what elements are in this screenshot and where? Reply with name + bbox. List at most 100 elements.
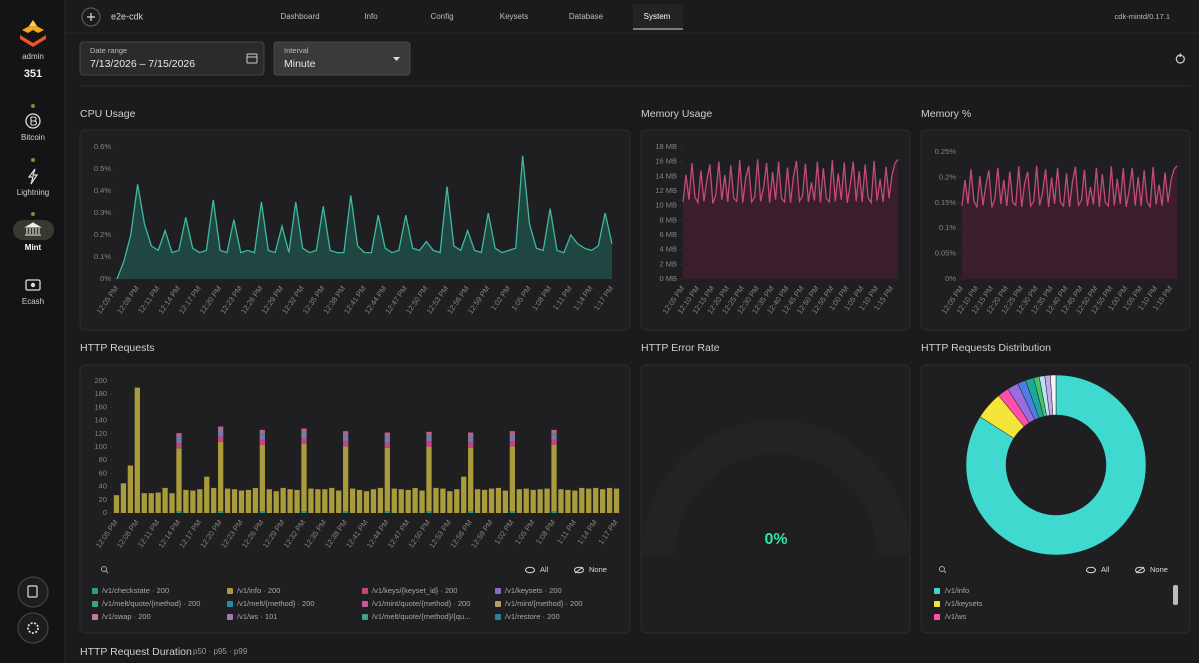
bar-segment: [176, 437, 182, 440]
refresh-arrow: [1179, 53, 1183, 57]
bar-segment: [551, 439, 557, 446]
bar-segment: [468, 442, 474, 448]
bar-segment: [218, 426, 224, 431]
legend-swatch: [934, 588, 940, 594]
y-tick-label: 14 MB: [655, 171, 677, 180]
bar-segment: [509, 446, 515, 512]
legend-swatch: [362, 588, 368, 594]
search-icon[interactable]: [939, 566, 945, 572]
search-icon-handle: [105, 570, 109, 574]
bar-segment: [363, 491, 370, 513]
bar-segment: [169, 493, 175, 513]
bar-segment: [440, 488, 446, 513]
tab[interactable]: Info: [364, 12, 378, 21]
bar-segment: [308, 488, 314, 513]
bar-segment: [197, 489, 203, 513]
legend-label: /v1/melt/quote/{method}/{qu...: [372, 612, 470, 621]
y-tick-label: 0.1%: [94, 252, 111, 261]
y-tick-label: 16 MB: [655, 157, 677, 166]
chart-title: HTTP Requests Distribution: [921, 342, 1051, 354]
bar-segment: [468, 511, 474, 513]
scrollbar[interactable]: [1173, 585, 1178, 605]
y-tick-label: 0.25%: [935, 147, 957, 156]
status-dot: [31, 104, 35, 108]
tab[interactable]: Config: [430, 12, 453, 21]
tab[interactable]: Database: [569, 12, 604, 21]
chart-title: HTTP Error Rate: [641, 342, 720, 354]
tab[interactable]: Dashboard: [280, 12, 319, 21]
bar-segment: [481, 489, 488, 513]
version: cdk-mintd/0.17.1: [1115, 12, 1170, 21]
date-range-input[interactable]: [79, 41, 265, 76]
bar-segment: [509, 437, 515, 442]
bar-segment: [426, 447, 432, 512]
legend-swatch: [92, 588, 98, 594]
gauge-track: [641, 420, 911, 556]
bar-segment: [322, 489, 328, 513]
y-tick-label: 0.4%: [94, 186, 111, 195]
legend-all[interactable]: All: [1101, 565, 1110, 574]
legend-all[interactable]: All: [540, 565, 549, 574]
legend-none[interactable]: None: [1150, 565, 1168, 574]
legend-none[interactable]: None: [589, 565, 607, 574]
chart-title: Memory %: [921, 108, 971, 120]
y-tick-label: 40: [99, 482, 107, 491]
ecash-icon-dot: [30, 282, 36, 288]
nav-mint[interactable]: Mint: [25, 243, 42, 252]
calendar-icon[interactable]: [246, 53, 258, 64]
bar-segment: [551, 445, 557, 512]
bar-segment: [530, 489, 536, 513]
bar-segment: [252, 487, 259, 513]
add-button[interactable]: [81, 7, 101, 27]
refresh-button[interactable]: [1175, 54, 1185, 64]
bar-segment: [211, 487, 217, 513]
bar-segment: [349, 488, 356, 513]
eye-off-slash: [1135, 566, 1145, 574]
bar-segment: [294, 489, 300, 513]
tab[interactable]: System: [644, 12, 671, 21]
legend-label: /v1/keysets · 200: [505, 586, 562, 595]
y-tick-label: 120: [94, 429, 107, 438]
interval-select[interactable]: [273, 41, 411, 76]
search-icon[interactable]: [101, 566, 107, 572]
bar-segment: [343, 431, 349, 436]
bar-segment: [259, 445, 265, 512]
bar-segment: [426, 435, 432, 438]
bar-segment: [190, 490, 196, 513]
legend-label: /v1/swap · 200: [102, 612, 151, 621]
bar-segment: [204, 476, 210, 513]
bar-segment: [141, 493, 147, 513]
bar-segment: [231, 489, 238, 513]
legend-swatch: [934, 614, 940, 620]
bar-segment: [176, 511, 182, 513]
bar-segment: [315, 489, 321, 513]
bar-segment: [218, 436, 224, 442]
bar-segment: [176, 433, 182, 438]
y-tick-label: 4 MB: [659, 245, 677, 254]
bar-segment: [259, 511, 265, 513]
bar-segment: [551, 511, 557, 513]
bar-segment: [224, 488, 231, 513]
nav-lightning[interactable]: Lightning: [17, 188, 49, 197]
bitcoin-icon: [25, 113, 41, 129]
bar-segment: [218, 441, 224, 512]
backup-button[interactable]: [17, 576, 49, 608]
y-tick-label: 0 MB: [659, 274, 677, 283]
bar-segment: [266, 489, 272, 513]
settings-button[interactable]: [17, 612, 49, 644]
bar-segment: [259, 435, 265, 440]
bar-segment: [259, 433, 265, 436]
y-tick-label: 0.3%: [94, 208, 111, 217]
legend-label: /v1/mint/{method} · 200: [505, 599, 583, 608]
eye-icon: [525, 566, 535, 574]
tab[interactable]: Keysets: [500, 12, 528, 21]
nav-ecash[interactable]: Ecash: [22, 297, 44, 306]
ecash-icon: [25, 279, 41, 291]
bar-segment: [454, 489, 460, 513]
legend-label: /v1/ws · 101: [237, 612, 277, 621]
bar-segment: [134, 387, 140, 513]
bar-segment: [447, 491, 453, 513]
logo: [20, 20, 46, 47]
bar-segment: [301, 511, 307, 513]
nav-bitcoin[interactable]: Bitcoin: [21, 133, 45, 142]
